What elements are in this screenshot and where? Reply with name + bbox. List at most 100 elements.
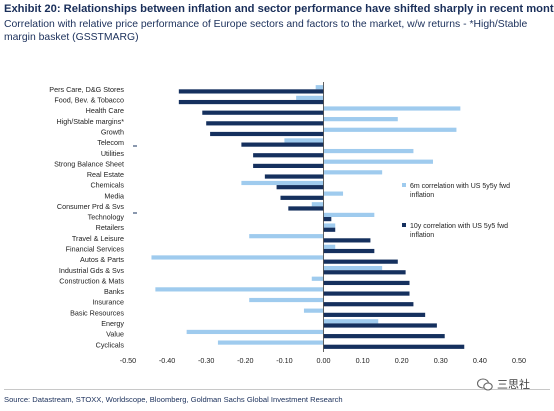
bar-6m	[323, 170, 383, 175]
category-label: Telecom	[97, 138, 124, 147]
category-label: Banks	[104, 287, 124, 296]
bar-6m	[315, 85, 324, 90]
bar-10y	[280, 195, 324, 200]
bar-6m	[151, 255, 324, 260]
category-label: Financial Services	[66, 245, 125, 254]
footer-divider	[4, 389, 550, 390]
category-label: Strong Balance Sheet	[54, 159, 124, 168]
category-label: Travel & Leisure	[72, 234, 124, 243]
bar-10y	[323, 217, 332, 222]
category-label: Health Care	[86, 106, 124, 115]
bar-6m	[303, 308, 324, 313]
x-tick-label: -0.20	[237, 356, 253, 365]
legend-6m-label-line1: 6m correlation with US 5y5y fwd	[410, 183, 510, 190]
category-label: Consumer Prd & Svs	[57, 202, 125, 211]
bar-10y	[202, 110, 324, 115]
source-note: Source: Datastream, STOXX, Worldscope, B…	[4, 395, 343, 404]
category-label: Chemicals	[90, 181, 124, 190]
legend-10y-label-line1: 10y correlation with US 5y5 fwd	[410, 223, 508, 230]
bar-6m	[323, 319, 379, 324]
category-label: Media	[104, 191, 124, 200]
watermark: 三思社	[477, 376, 530, 392]
bar-10y	[323, 259, 398, 264]
bar-10y	[264, 174, 324, 179]
category-label: Technology	[88, 213, 125, 222]
x-tick-label: -0.50	[120, 356, 136, 365]
bar-6m	[249, 234, 324, 239]
sector-correlation-chart: Pers Care, D&G Stores Food, Bev. & Tobacc…	[49, 82, 526, 365]
category-label: Construction & Mats	[59, 276, 124, 285]
bar-10y	[323, 334, 445, 339]
category-label: Value	[106, 330, 124, 339]
bar-10y	[323, 280, 410, 286]
bar-10y	[323, 270, 406, 275]
x-tick-label: -0.10	[276, 356, 292, 365]
x-tick-label: 0.00	[317, 356, 331, 365]
bar-6m	[311, 202, 324, 207]
legend-6m-label-line2: inflation	[410, 192, 434, 199]
bar-10y	[323, 323, 437, 328]
bar-6m	[155, 287, 324, 292]
legend-6m-swatch	[402, 183, 406, 187]
x-tick-label: 0.50	[512, 356, 526, 365]
bar-6m	[186, 329, 324, 335]
bar-10y	[323, 227, 336, 232]
bar-10y	[323, 312, 426, 317]
category-label: Insurance	[92, 298, 124, 307]
bar-6m	[323, 117, 398, 122]
bar-6m	[323, 106, 461, 111]
wechat-icon	[477, 377, 493, 391]
bar-6m	[296, 95, 324, 100]
x-tick-label: 0.40	[473, 356, 487, 365]
x-tick-label: 0.20	[395, 356, 409, 365]
bar-10y	[323, 344, 465, 349]
bar-10y	[210, 131, 324, 137]
legend-10y-label-line2: inflation	[410, 232, 434, 239]
bar-6m	[311, 276, 324, 281]
bar-6m	[284, 138, 324, 143]
category-label: Cyclicals	[96, 340, 125, 349]
category-label: Basic Resources	[70, 308, 124, 317]
bar-10y	[178, 89, 324, 94]
category-label: Growth	[101, 127, 124, 136]
category-label: Food, Bev. & Tobacco	[54, 96, 124, 105]
bar-10y	[323, 302, 414, 307]
bar-6m	[323, 223, 336, 228]
bar-10y	[288, 206, 324, 211]
category-label: Industrial Gds & Svs	[59, 266, 125, 275]
category-label: Pers Care, D&G Stores	[49, 85, 124, 94]
bar-6m	[241, 180, 324, 186]
category-label: Energy	[101, 319, 124, 328]
category-label: Autos & Parts	[80, 255, 124, 264]
bar-6m	[323, 148, 414, 154]
bar-6m	[249, 297, 324, 303]
bar-6m	[323, 191, 344, 196]
watermark-text: 三思社	[497, 379, 530, 391]
category-label: High/Stable margins*	[56, 117, 124, 126]
bar-10y	[178, 99, 324, 105]
x-tick-label: -0.40	[159, 356, 175, 365]
bar-10y	[276, 185, 324, 190]
bar-10y	[323, 238, 371, 243]
bar-10y	[323, 248, 375, 254]
bar-6m	[323, 244, 336, 249]
category-label: Utilities	[101, 149, 125, 158]
x-tick-label: 0.10	[356, 356, 370, 365]
legend-10y-swatch	[402, 223, 406, 227]
bar-10y	[323, 291, 410, 296]
bar-6m	[323, 159, 433, 164]
bar-10y	[206, 121, 324, 126]
bar-6m	[323, 212, 375, 217]
x-tick-label: 0.30	[434, 356, 448, 365]
category-label: Real Estate	[87, 170, 124, 179]
bar-6m	[323, 266, 383, 271]
category-label: Retailers	[96, 223, 125, 232]
bar-10y	[253, 163, 324, 168]
chart-subtitle: Correlation with relative price performa…	[4, 19, 528, 43]
chart-title: Exhibit 20: Relationships between inflat…	[4, 3, 554, 15]
bar-6m	[323, 127, 457, 132]
bar-10y	[241, 142, 324, 147]
x-tick-label: -0.30	[198, 356, 214, 365]
bar-10y	[253, 153, 324, 158]
bar-6m	[217, 340, 324, 345]
